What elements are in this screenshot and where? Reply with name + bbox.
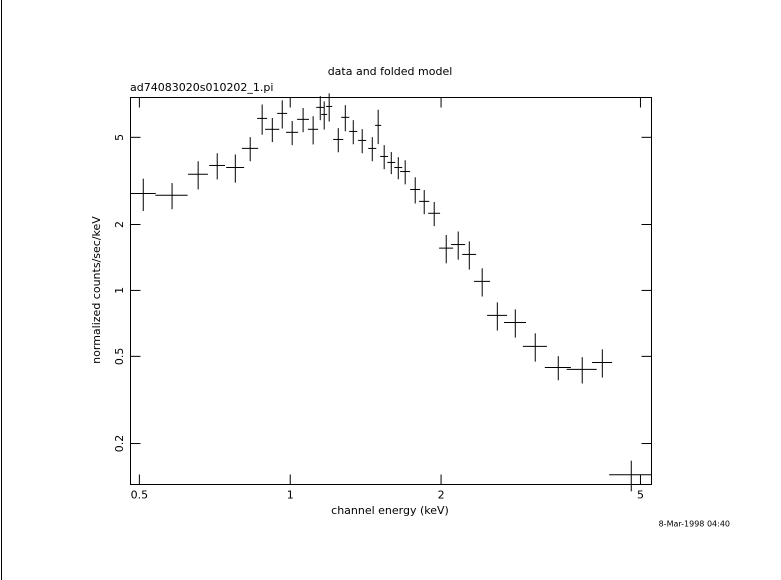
- x-tick-label: 2: [438, 489, 445, 502]
- chart-title: data and folded model: [328, 65, 453, 78]
- chart-subtitle: ad74083020s010202_1.pi: [130, 81, 273, 94]
- y-tick-label: 2: [113, 221, 126, 228]
- plot-frame: [130, 97, 652, 485]
- x-tick-label: 5: [637, 489, 644, 502]
- x-axis-label: channel energy (keV): [331, 504, 449, 517]
- x-tick-label: 1: [287, 489, 294, 502]
- y-axis-label: normalized counts/sec/keV: [90, 216, 103, 364]
- timestamp: 8-Mar-1998 04:40: [659, 520, 730, 529]
- y-tick-label: 5: [113, 134, 126, 141]
- y-tick-label: 0.5: [113, 348, 126, 366]
- y-tick-label: 0.2: [113, 435, 126, 453]
- y-tick-label: 1: [113, 287, 126, 294]
- x-tick-label: 0.5: [131, 489, 149, 502]
